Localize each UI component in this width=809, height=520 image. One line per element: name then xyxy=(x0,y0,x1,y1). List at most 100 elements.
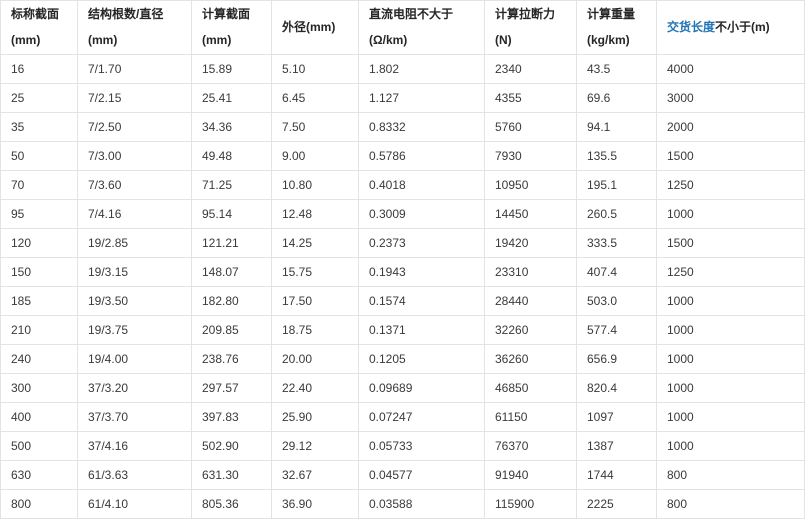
cell-structure_count_diameter: 7/3.00 xyxy=(77,141,192,171)
cell-calculated_section: 71.25 xyxy=(191,170,272,200)
table-row: 35 7/2.50 34.36 7.50 0.8332 5760 94.1 2000 xyxy=(0,112,805,142)
cell-delivery_length: 1000 xyxy=(656,344,805,374)
cell-calculated_breaking_force: 5760 xyxy=(484,112,577,142)
cell-calculated_section: 34.36 xyxy=(191,112,272,142)
cell-dc_resistance: 0.4018 xyxy=(358,170,485,200)
delivery-length-link[interactable]: 交货长度 xyxy=(667,20,716,34)
cell-calculated_weight: 1387 xyxy=(576,431,657,461)
cell-calculated_weight: 69.6 xyxy=(576,83,657,113)
cell-calculated_section: 95.14 xyxy=(191,199,272,229)
cell-structure_count_diameter: 61/4.10 xyxy=(77,489,192,519)
cell-calculated_section: 182.80 xyxy=(191,286,272,316)
table-row: 16 7/1.70 15.89 5.10 1.802 2340 43.5 4000 xyxy=(0,54,805,84)
table-row: 800 61/4.10 805.36 36.90 0.03588 115900 2225 80… xyxy=(0,489,805,519)
cell-delivery_length: 1250 xyxy=(656,170,805,200)
column-header-line-1: 结构根数/直径 xyxy=(88,7,164,21)
cell-calculated_breaking_force: 2340 xyxy=(484,54,577,84)
column-header-dc-resistance: 直流电阻不大于 (Ω/km) xyxy=(358,0,485,55)
cell-dc_resistance: 0.8332 xyxy=(358,112,485,142)
cell-nominal_section: 35 xyxy=(0,112,78,142)
cell-delivery_length: 3000 xyxy=(656,83,805,113)
cell-outer_diameter: 12.48 xyxy=(271,199,359,229)
cell-calculated_breaking_force: 28440 xyxy=(484,286,577,316)
cell-structure_count_diameter: 7/1.70 xyxy=(77,54,192,84)
cell-delivery_length: 2000 xyxy=(656,112,805,142)
cell-calculated_breaking_force: 7930 xyxy=(484,141,577,171)
cell-calculated_breaking_force: 10950 xyxy=(484,170,577,200)
cell-outer_diameter: 20.00 xyxy=(271,344,359,374)
cell-outer_diameter: 29.12 xyxy=(271,431,359,461)
table-row: 300 37/3.20 297.57 22.40 0.09689 46850 820.4 10… xyxy=(0,373,805,403)
column-header-nominal-section: 标称截面 (mm) xyxy=(0,0,78,55)
cell-structure_count_diameter: 19/3.75 xyxy=(77,315,192,345)
cell-calculated_section: 49.48 xyxy=(191,141,272,171)
cell-calculated_breaking_force: 14450 xyxy=(484,199,577,229)
cell-outer_diameter: 25.90 xyxy=(271,402,359,432)
cell-structure_count_diameter: 61/3.63 xyxy=(77,460,192,490)
cell-nominal_section: 185 xyxy=(0,286,78,316)
cell-structure_count_diameter: 19/2.85 xyxy=(77,228,192,258)
cell-outer_diameter: 9.00 xyxy=(271,141,359,171)
cell-calculated_section: 805.36 xyxy=(191,489,272,519)
cell-dc_resistance: 0.1943 xyxy=(358,257,485,287)
table-row: 210 19/3.75 209.85 18.75 0.1371 32260 577.4 100… xyxy=(0,315,805,345)
cell-dc_resistance: 0.04577 xyxy=(358,460,485,490)
cell-nominal_section: 70 xyxy=(0,170,78,200)
cell-outer_diameter: 32.67 xyxy=(271,460,359,490)
cell-delivery_length: 1000 xyxy=(656,402,805,432)
column-header-calculated-section: 计算截面 (mm) xyxy=(191,0,272,55)
cell-dc_resistance: 1.802 xyxy=(358,54,485,84)
column-header-line-2: (mm) xyxy=(11,33,41,47)
cell-structure_count_diameter: 19/4.00 xyxy=(77,344,192,374)
table-header: 标称截面 (mm) 结构根数/直径 (mm) 计算截面 (mm) 外径(mm) … xyxy=(0,0,805,55)
table-row: 150 19/3.15 148.07 15.75 0.1943 23310 407.4 125… xyxy=(0,257,805,287)
cell-nominal_section: 50 xyxy=(0,141,78,171)
cell-calculated_section: 238.76 xyxy=(191,344,272,374)
table-body: 16 7/1.70 15.89 5.10 1.802 2340 43.5 4000 25 7/2.… xyxy=(0,54,805,519)
cell-nominal_section: 800 xyxy=(0,489,78,519)
cell-dc_resistance: 0.07247 xyxy=(358,402,485,432)
cell-calculated_weight: 577.4 xyxy=(576,315,657,345)
cell-structure_count_diameter: 19/3.50 xyxy=(77,286,192,316)
cell-nominal_section: 210 xyxy=(0,315,78,345)
cell-nominal_section: 400 xyxy=(0,402,78,432)
cell-calculated_section: 25.41 xyxy=(191,83,272,113)
cell-outer_diameter: 36.90 xyxy=(271,489,359,519)
cell-dc_resistance: 0.1371 xyxy=(358,315,485,345)
cell-structure_count_diameter: 37/4.16 xyxy=(77,431,192,461)
cell-calculated_weight: 135.5 xyxy=(576,141,657,171)
cell-outer_diameter: 14.25 xyxy=(271,228,359,258)
cell-calculated_weight: 820.4 xyxy=(576,373,657,403)
cell-calculated_breaking_force: 91940 xyxy=(484,460,577,490)
cell-delivery_length: 1000 xyxy=(656,286,805,316)
cell-dc_resistance: 0.1205 xyxy=(358,344,485,374)
cell-nominal_section: 300 xyxy=(0,373,78,403)
cell-outer_diameter: 7.50 xyxy=(271,112,359,142)
cell-calculated_breaking_force: 115900 xyxy=(484,489,577,519)
cell-calculated_section: 297.57 xyxy=(191,373,272,403)
cell-nominal_section: 25 xyxy=(0,83,78,113)
cell-calculated_weight: 195.1 xyxy=(576,170,657,200)
table-row: 630 61/3.63 631.30 32.67 0.04577 91940 1744 800 xyxy=(0,460,805,490)
cell-delivery_length: 1500 xyxy=(656,228,805,258)
cell-calculated_section: 502.90 xyxy=(191,431,272,461)
cell-calculated_section: 631.30 xyxy=(191,460,272,490)
cell-structure_count_diameter: 19/3.15 xyxy=(77,257,192,287)
column-header-line-2: (N) xyxy=(495,33,512,47)
cell-structure_count_diameter: 7/4.16 xyxy=(77,199,192,229)
cell-calculated_weight: 260.5 xyxy=(576,199,657,229)
cell-nominal_section: 240 xyxy=(0,344,78,374)
cell-outer_diameter: 17.50 xyxy=(271,286,359,316)
cell-calculated_weight: 503.0 xyxy=(576,286,657,316)
cell-delivery_length: 800 xyxy=(656,460,805,490)
column-header-calculated-weight: 计算重量 (kg/km) xyxy=(576,0,657,55)
cell-calculated_weight: 1744 xyxy=(576,460,657,490)
column-header-line-2: (mm) xyxy=(88,33,118,47)
cell-dc_resistance: 0.1574 xyxy=(358,286,485,316)
cell-calculated_section: 397.83 xyxy=(191,402,272,432)
cell-outer_diameter: 15.75 xyxy=(271,257,359,287)
cell-nominal_section: 150 xyxy=(0,257,78,287)
cell-dc_resistance: 0.3009 xyxy=(358,199,485,229)
cell-outer_diameter: 18.75 xyxy=(271,315,359,345)
cell-outer_diameter: 10.80 xyxy=(271,170,359,200)
